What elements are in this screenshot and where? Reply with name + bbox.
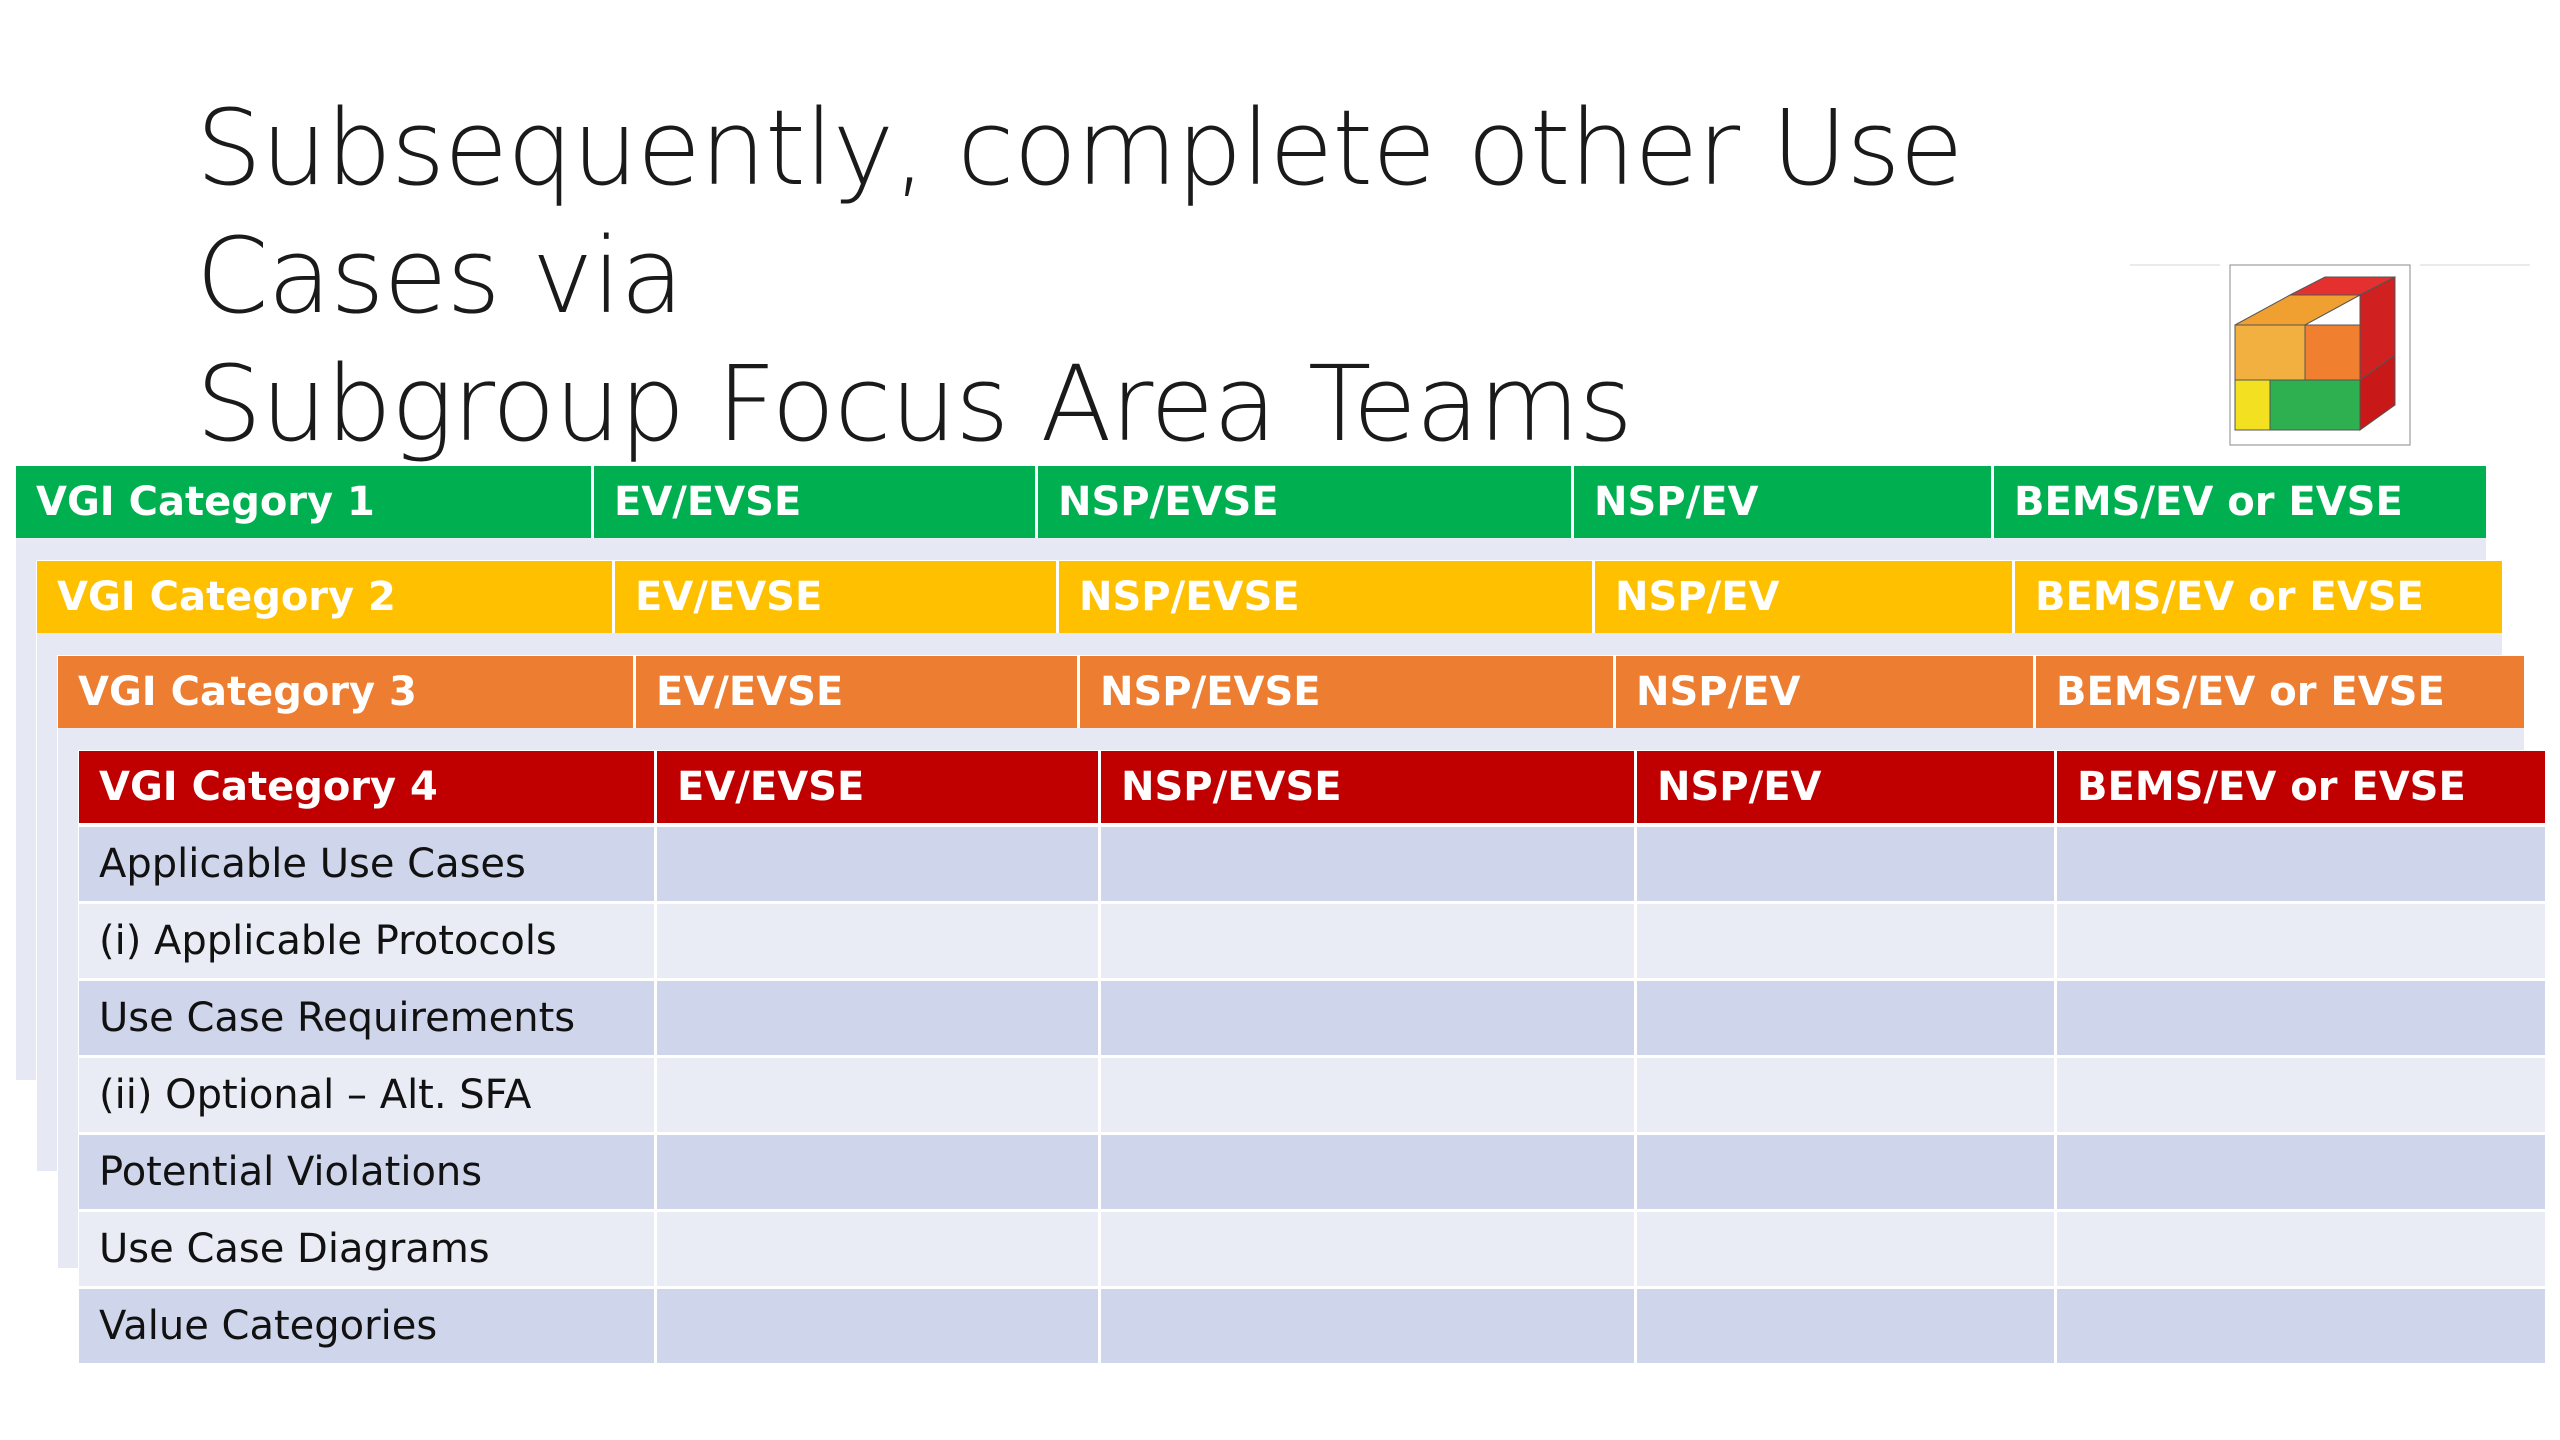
slide-title-line2: Subgroup Focus Area Teams (196, 343, 1633, 465)
slide-title: Subsequently, complete other Use Cases v… (196, 84, 2296, 468)
table-cell (2057, 904, 2545, 978)
table-row: Use Case Requirements (79, 981, 2545, 1058)
category-label: VGI Category 1 (16, 466, 594, 538)
slide-title-line1: Subsequently, complete other Use Cases v… (196, 87, 1964, 337)
cube-graphic (2130, 264, 2530, 446)
column-header: BEMS/EV or EVSE (2056, 669, 2445, 715)
row-label: Value Categories (79, 1289, 657, 1363)
vgi-category-3-header: VGI Category 3 EV/EVSE NSP/EVSE NSP/EV B… (58, 656, 2524, 728)
row-label: Use Case Requirements (79, 981, 657, 1055)
table-row: Use Case Diagrams (79, 1212, 2545, 1289)
table-cell (1101, 904, 1637, 978)
column-header: NSP/EVSE (1101, 751, 1637, 823)
table-row: Potential Violations (79, 1135, 2545, 1212)
column-header: EV/EVSE (594, 466, 1038, 538)
vgi-category-4-table: VGI Category 4 EV/EVSE NSP/EVSE NSP/EV B… (79, 751, 2545, 1367)
column-header: NSP/EV (1616, 656, 2036, 728)
table-row: (ii) Optional – Alt. SFA (79, 1058, 2545, 1135)
column-header: NSP/EVSE (1059, 561, 1595, 633)
category-label: VGI Category 2 (37, 561, 615, 633)
column-header: NSP/EVSE (1038, 466, 1574, 538)
table-cell (657, 981, 1101, 1055)
column-header: NSP/EV (1574, 466, 1994, 538)
table-cell (1637, 1289, 2057, 1363)
table-cell (1101, 1212, 1637, 1286)
table-cell (1101, 1058, 1637, 1132)
table-cell (2057, 1058, 2545, 1132)
vgi-category-1-header: VGI Category 1 EV/EVSE NSP/EVSE NSP/EV B… (16, 466, 2486, 538)
table-cell (1637, 981, 2057, 1055)
vgi-category-4-header: VGI Category 4 EV/EVSE NSP/EVSE NSP/EV B… (79, 751, 2545, 823)
table-cell (1637, 827, 2057, 901)
table-cell (1101, 1135, 1637, 1209)
category-label: VGI Category 4 (79, 751, 657, 823)
table-cell (2057, 1135, 2545, 1209)
column-header: NSP/EV (1595, 561, 2015, 633)
row-label: (i) Applicable Protocols (79, 904, 657, 978)
table-cell (1637, 904, 2057, 978)
table-cell (1101, 981, 1637, 1055)
table-cell (657, 1058, 1101, 1132)
category-label: VGI Category 3 (58, 656, 636, 728)
table-cell (1637, 1058, 2057, 1132)
table-cell (2057, 981, 2545, 1055)
table-cell (1637, 1135, 2057, 1209)
table-body: Applicable Use Cases (i) Applicable Prot… (79, 827, 2545, 1366)
table-row: Applicable Use Cases (79, 827, 2545, 904)
table-cell (657, 1212, 1101, 1286)
vgi-category-2-header: VGI Category 2 EV/EVSE NSP/EVSE NSP/EV B… (37, 561, 2502, 633)
table-cell (2057, 1212, 2545, 1286)
table-row: (i) Applicable Protocols (79, 904, 2545, 981)
table-cell (657, 1289, 1101, 1363)
table-cell (657, 827, 1101, 901)
table-cell (1101, 827, 1637, 901)
table-cell (1637, 1212, 2057, 1286)
table-cell (1101, 1289, 1637, 1363)
row-label: (ii) Optional – Alt. SFA (79, 1058, 657, 1132)
column-header: NSP/EVSE (1080, 656, 1616, 728)
table-cell (2057, 1289, 2545, 1363)
column-header: EV/EVSE (657, 751, 1101, 823)
row-label: Applicable Use Cases (79, 827, 657, 901)
column-header: NSP/EV (1637, 751, 2057, 823)
table-cell (657, 1135, 1101, 1209)
vgi-cube-diagram (2100, 255, 2560, 455)
column-header: BEMS/EV or EVSE (2077, 764, 2466, 810)
row-label: Potential Violations (79, 1135, 657, 1209)
column-header: EV/EVSE (615, 561, 1059, 633)
row-label: Use Case Diagrams (79, 1212, 657, 1286)
table-row: Value Categories (79, 1289, 2545, 1366)
table-cell (2057, 827, 2545, 901)
column-header: BEMS/EV or EVSE (2035, 574, 2424, 620)
column-header: BEMS/EV or EVSE (2014, 479, 2403, 525)
column-header: EV/EVSE (636, 656, 1080, 728)
table-cell (657, 904, 1101, 978)
